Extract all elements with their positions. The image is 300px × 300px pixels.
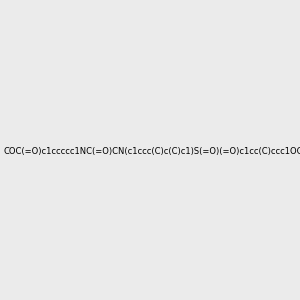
Text: COC(=O)c1ccccc1NC(=O)CN(c1ccc(C)c(C)c1)S(=O)(=O)c1cc(C)ccc1OC: COC(=O)c1ccccc1NC(=O)CN(c1ccc(C)c(C)c1)S… [4, 147, 300, 156]
